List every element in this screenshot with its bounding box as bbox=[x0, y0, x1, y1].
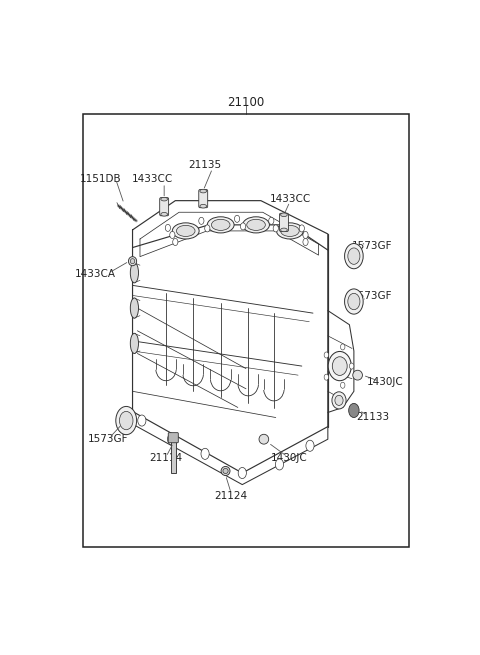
Ellipse shape bbox=[353, 370, 362, 380]
Ellipse shape bbox=[281, 225, 299, 236]
Text: 21114: 21114 bbox=[149, 453, 182, 463]
Text: 1430JC: 1430JC bbox=[270, 453, 307, 463]
Ellipse shape bbox=[281, 213, 288, 217]
Ellipse shape bbox=[130, 298, 139, 318]
Circle shape bbox=[138, 415, 146, 426]
Ellipse shape bbox=[332, 357, 347, 375]
Text: 1430JC: 1430JC bbox=[367, 377, 404, 387]
Circle shape bbox=[120, 411, 133, 430]
Circle shape bbox=[276, 459, 284, 470]
Ellipse shape bbox=[335, 396, 343, 405]
Ellipse shape bbox=[332, 392, 346, 409]
Circle shape bbox=[306, 440, 314, 451]
FancyBboxPatch shape bbox=[160, 198, 168, 215]
Ellipse shape bbox=[328, 352, 351, 381]
Text: 1573GF: 1573GF bbox=[352, 291, 393, 301]
Circle shape bbox=[340, 344, 345, 350]
Circle shape bbox=[340, 383, 345, 388]
Ellipse shape bbox=[276, 223, 303, 239]
Ellipse shape bbox=[243, 217, 269, 233]
Ellipse shape bbox=[161, 197, 168, 201]
Circle shape bbox=[303, 231, 308, 238]
Circle shape bbox=[238, 468, 246, 479]
Circle shape bbox=[324, 352, 329, 358]
Ellipse shape bbox=[259, 434, 269, 444]
Circle shape bbox=[345, 289, 363, 314]
Ellipse shape bbox=[200, 204, 206, 208]
Ellipse shape bbox=[161, 212, 168, 216]
Circle shape bbox=[170, 231, 175, 238]
Text: 1151DB: 1151DB bbox=[79, 174, 121, 185]
Text: 1573GF: 1573GF bbox=[88, 434, 129, 444]
Circle shape bbox=[201, 448, 209, 459]
Ellipse shape bbox=[207, 217, 234, 233]
Ellipse shape bbox=[130, 259, 135, 264]
Ellipse shape bbox=[247, 219, 265, 231]
Text: 1433CC: 1433CC bbox=[132, 174, 173, 185]
Text: 1433CC: 1433CC bbox=[270, 194, 311, 204]
Ellipse shape bbox=[130, 263, 139, 283]
Circle shape bbox=[299, 225, 304, 232]
Circle shape bbox=[349, 363, 354, 369]
Circle shape bbox=[116, 406, 137, 435]
Circle shape bbox=[269, 217, 274, 225]
Text: 21100: 21100 bbox=[228, 96, 264, 109]
Ellipse shape bbox=[129, 257, 137, 266]
Ellipse shape bbox=[177, 225, 195, 236]
FancyBboxPatch shape bbox=[279, 214, 288, 231]
Circle shape bbox=[348, 403, 359, 417]
FancyBboxPatch shape bbox=[168, 433, 178, 443]
Ellipse shape bbox=[221, 466, 230, 476]
Circle shape bbox=[204, 225, 210, 232]
Bar bbox=[83, 114, 409, 547]
Ellipse shape bbox=[172, 223, 199, 239]
Circle shape bbox=[168, 434, 176, 445]
Circle shape bbox=[348, 293, 360, 310]
Text: 1433CA: 1433CA bbox=[75, 269, 116, 279]
Circle shape bbox=[345, 244, 363, 269]
Text: 21133: 21133 bbox=[356, 411, 389, 422]
Ellipse shape bbox=[211, 219, 230, 231]
FancyBboxPatch shape bbox=[171, 439, 176, 473]
Circle shape bbox=[240, 223, 246, 230]
Circle shape bbox=[234, 215, 240, 222]
Ellipse shape bbox=[130, 333, 139, 354]
FancyBboxPatch shape bbox=[199, 189, 208, 208]
Text: 21124: 21124 bbox=[215, 491, 248, 501]
Circle shape bbox=[348, 248, 360, 265]
Circle shape bbox=[173, 238, 178, 246]
Ellipse shape bbox=[223, 468, 228, 474]
Circle shape bbox=[273, 225, 278, 232]
Ellipse shape bbox=[281, 228, 288, 232]
Circle shape bbox=[303, 238, 308, 246]
Text: 1573GF: 1573GF bbox=[352, 241, 393, 251]
Text: 21135: 21135 bbox=[189, 160, 222, 170]
Circle shape bbox=[199, 217, 204, 225]
Circle shape bbox=[165, 225, 170, 231]
Circle shape bbox=[324, 374, 329, 380]
Ellipse shape bbox=[200, 189, 206, 193]
